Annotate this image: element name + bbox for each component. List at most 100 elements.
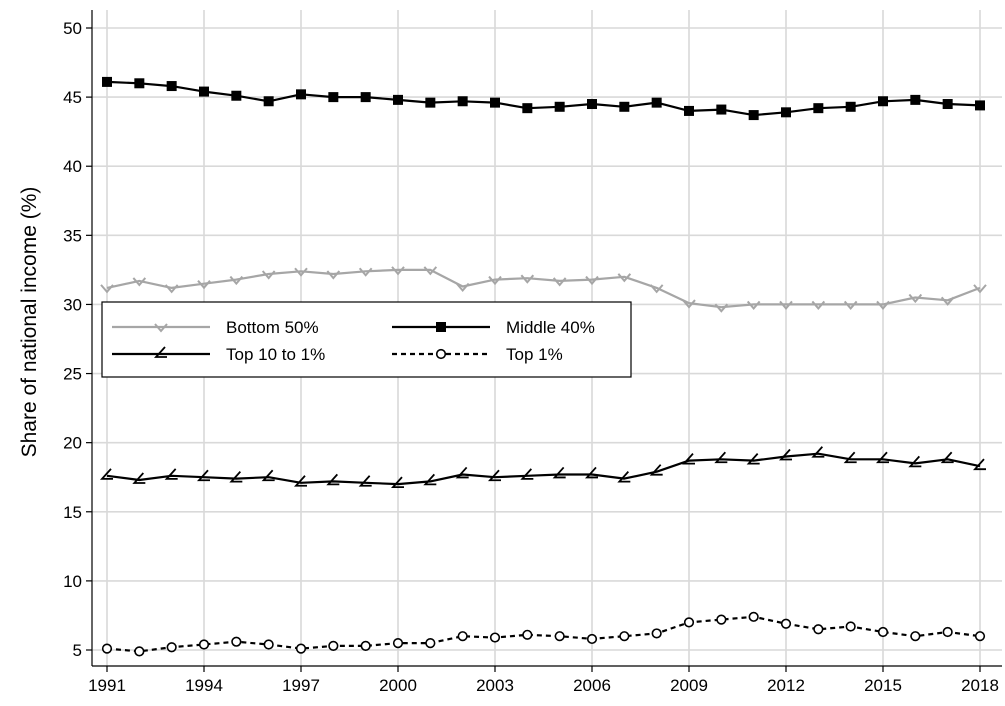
- data-point-middle-40: [166, 81, 177, 92]
- data-point-top-1: [522, 629, 533, 640]
- series-top-1: [101, 611, 986, 657]
- data-point-middle-40: [296, 89, 306, 100]
- data-point-top-10-to-1: [358, 475, 372, 487]
- data-point-middle-40: [522, 103, 533, 114]
- data-point-bottom-50: [100, 284, 114, 294]
- data-point-bottom-50: [358, 267, 373, 277]
- data-point-top-10-to-1: [326, 473, 340, 486]
- data-point-middle-40: [878, 96, 888, 107]
- data-point-middle-40: [425, 97, 436, 108]
- series-middle-40: [102, 76, 985, 121]
- tick-labels: 5 10 15 20 25 30 35 40 45 50 1991 1994 1997 2000 2003 2…: [63, 19, 999, 695]
- data-point-bottom-50: [391, 266, 405, 276]
- data-point-top-1: [845, 621, 856, 632]
- data-point-top-10-to-1: [99, 468, 113, 480]
- data-point-middle-40: [684, 105, 694, 116]
- data-point-bottom-50: [617, 273, 632, 283]
- data-point-top-1: [360, 640, 371, 651]
- legend-label: Bottom 50%: [226, 318, 319, 337]
- data-point-top-10-to-1: [520, 468, 534, 480]
- legend-item-top-1: Top 1%: [392, 345, 563, 364]
- data-point-top-10-to-1: [229, 471, 243, 483]
- y-tick-label: 35: [63, 226, 82, 245]
- data-point-top-10-to-1: [746, 453, 760, 465]
- data-point-top-10-to-1: [552, 466, 566, 479]
- data-point-middle-40: [490, 97, 500, 108]
- data-point-top-1: [813, 624, 824, 635]
- y-tick-label: 50: [63, 19, 82, 38]
- data-point-top-10-to-1: [293, 475, 307, 487]
- data-point-middle-40: [328, 92, 339, 103]
- data-point-middle-40: [975, 100, 985, 111]
- data-point-bottom-50: [197, 280, 211, 290]
- data-point-top-1: [748, 611, 759, 622]
- data-point-top-1: [942, 626, 953, 638]
- data-point-middle-40: [457, 96, 468, 107]
- x-tick-label: 1991: [88, 676, 126, 695]
- data-point-top-1: [101, 643, 113, 654]
- data-point-middle-40: [134, 78, 145, 89]
- data-point-middle-40: [910, 94, 921, 105]
- x-tick-label: 2006: [573, 676, 611, 695]
- data-point-middle-40: [360, 92, 371, 103]
- data-point-middle-40: [587, 99, 597, 110]
- data-point-bottom-50: [876, 300, 890, 310]
- data-point-bottom-50: [908, 293, 923, 304]
- data-point-top-1: [910, 631, 921, 642]
- data-point-top-10-to-1: [811, 446, 825, 458]
- x-tick-label: 2000: [379, 676, 417, 695]
- data-point-top-1: [619, 631, 630, 642]
- legend-swatch-marker: [436, 322, 446, 332]
- data-point-middle-40: [651, 97, 662, 108]
- y-tick-label: 10: [63, 572, 82, 591]
- legend-label: Middle 40%: [506, 318, 595, 337]
- y-axis-title: Share of national income (%): [18, 187, 41, 458]
- legend-swatch-marker: [153, 346, 167, 358]
- legend-item-middle-40: Middle 40%: [392, 318, 595, 337]
- data-point-top-1: [716, 614, 727, 625]
- data-point-bottom-50: [552, 277, 567, 287]
- data-point-bottom-50: [520, 274, 535, 284]
- series-layer: [99, 76, 987, 657]
- data-point-bottom-50: [455, 282, 470, 293]
- data-point-bottom-50: [682, 299, 696, 309]
- data-point-top-10-to-1: [261, 469, 275, 482]
- data-point-top-10-to-1: [132, 472, 146, 484]
- data-point-middle-40: [393, 94, 403, 105]
- data-point-top-10-to-1: [843, 451, 857, 464]
- x-tick-label: 2018: [961, 676, 999, 695]
- data-point-top-1: [263, 639, 274, 650]
- data-point-top-1: [554, 631, 565, 642]
- data-point-bottom-50: [973, 284, 987, 294]
- data-point-middle-40: [554, 101, 565, 112]
- data-point-top-1: [586, 633, 598, 645]
- data-point-middle-40: [748, 110, 759, 121]
- data-point-bottom-50: [649, 284, 664, 294]
- data-point-bottom-50: [779, 300, 793, 310]
- data-point-middle-40: [781, 107, 791, 118]
- data-point-top-10-to-1: [681, 453, 695, 465]
- data-point-top-10-to-1: [875, 451, 889, 464]
- y-tick-label: 25: [63, 365, 82, 384]
- y-tick-label: 15: [63, 503, 82, 522]
- data-point-middle-40: [199, 86, 209, 97]
- data-point-top-10-to-1: [390, 476, 404, 489]
- data-point-bottom-50: [714, 303, 729, 313]
- data-point-top-10-to-1: [972, 458, 986, 471]
- y-tick-label: 45: [63, 88, 82, 107]
- series-line-top-10-to-1: [106, 452, 981, 486]
- series-line-top-1: [106, 615, 981, 653]
- x-tick-label: 2003: [476, 676, 514, 695]
- data-point-top-10-to-1: [617, 471, 631, 483]
- data-point-top-10-to-1: [649, 464, 663, 476]
- data-point-top-10-to-1: [196, 469, 210, 482]
- legend-swatch-marker: [435, 348, 447, 360]
- data-point-top-10-to-1: [487, 469, 501, 482]
- x-tick-label: 1994: [185, 676, 223, 695]
- series-line-middle-40: [106, 80, 981, 117]
- series-bottom-50: [100, 266, 987, 313]
- data-point-bottom-50: [811, 300, 826, 310]
- data-point-middle-40: [845, 101, 856, 112]
- data-point-top-1: [166, 642, 177, 653]
